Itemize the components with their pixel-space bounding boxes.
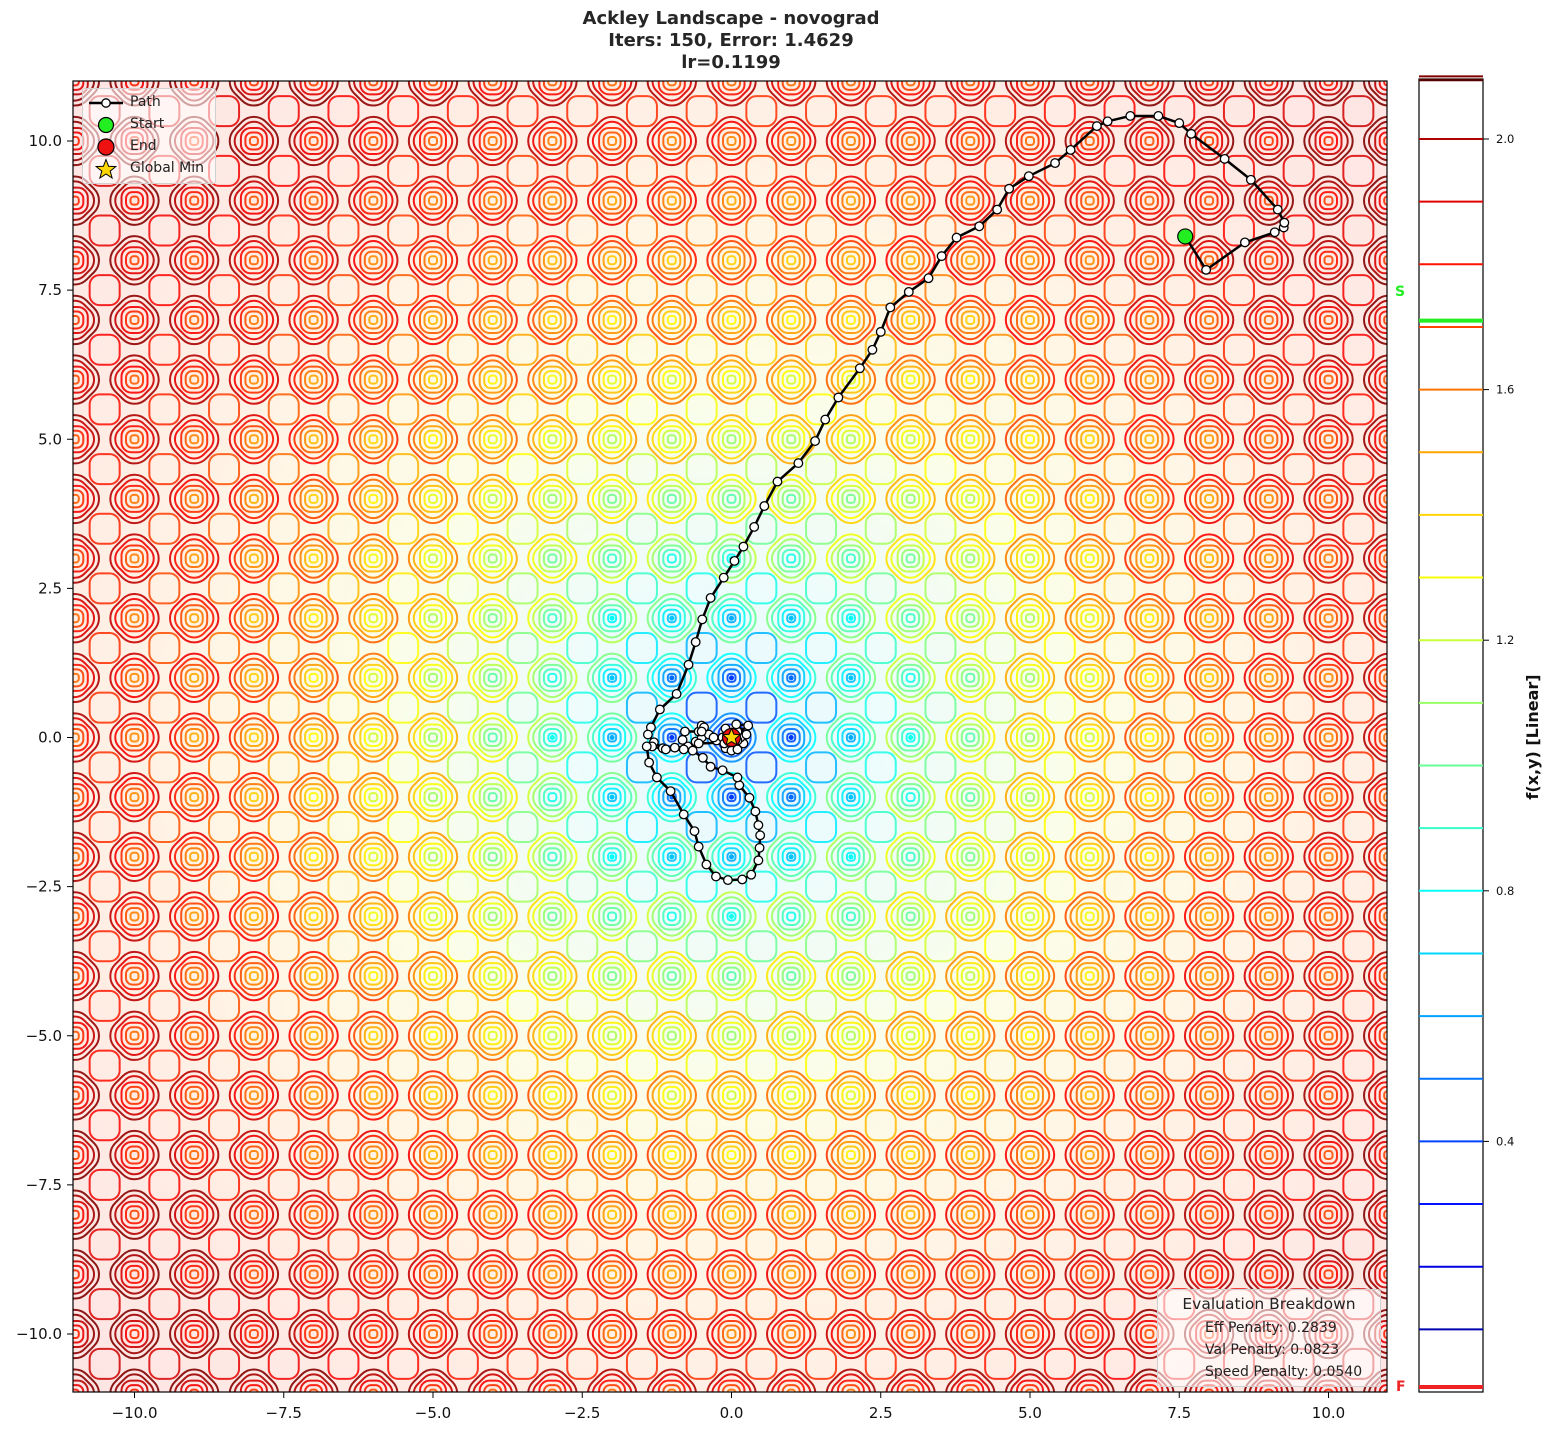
val-penalty: Val Penalty: 0.0823 [1205,1342,1340,1358]
red-circle-icon [97,138,115,156]
y-axis: −10.0 −7.5 −5.0 −2.5 0.0 2.5 5.0 7.5 10.0 [16,132,73,1343]
eff-penalty: Eff Penalty: 0.2839 [1205,1320,1337,1336]
green-circle-icon [97,116,115,134]
svg-text:−5.0: −5.0 [26,1027,62,1045]
svg-text:−10.0: −10.0 [16,1325,62,1343]
legend-item-start: Start [83,114,215,136]
svg-text:−2.5: −2.5 [26,878,62,896]
legend: Path Start End Global Min [82,88,216,184]
optimizer-path [641,110,1290,886]
svg-text:5.0: 5.0 [1018,1404,1042,1422]
legend-item-global-min: Global Min [83,158,215,180]
svg-text:2.5: 2.5 [38,579,62,597]
svg-text:0.8: 0.8 [1496,884,1514,898]
svg-text:−5.0: −5.0 [415,1404,451,1422]
speed-penalty: Speed Penalty: 0.0540 [1205,1364,1363,1380]
path-line-icon [89,98,123,108]
x-axis: −10.0 −7.5 −5.0 −2.5 0.0 2.5 5.0 7.5 10.0 [112,1392,1345,1422]
title-line-1: Ackley Landscape - novograd [582,8,880,29]
svg-text:7.5: 7.5 [1167,1404,1191,1422]
svg-text:10.0: 10.0 [29,132,62,150]
svg-text:2.0: 2.0 [1496,132,1514,146]
legend-item-path: Path [83,92,215,114]
plot-area [72,80,1388,1393]
svg-text:7.5: 7.5 [38,281,62,299]
svg-text:0.0: 0.0 [720,1404,744,1422]
svg-text:1.6: 1.6 [1496,383,1514,397]
chart-title: Ackley Landscape - novograd Iters: 150, … [0,8,1462,74]
svg-text:10.0: 10.0 [1312,1404,1345,1422]
svg-text:−2.5: −2.5 [564,1404,600,1422]
svg-text:−10.0: −10.0 [112,1404,158,1422]
star-icon [94,158,118,180]
title-line-3: lr=0.1199 [681,52,781,73]
colorbar: 0.4 0.8 1.2 1.6 2.0 f(x,y) [Linear] [1418,75,1542,1393]
svg-text:0.0: 0.0 [38,729,62,747]
legend-item-end: End [83,136,215,158]
colorbar-label: f(x,y) [Linear] [1523,674,1542,799]
colorbar-start-marker: S [1395,284,1406,300]
svg-text:1.2: 1.2 [1496,633,1514,647]
svg-text:−7.5: −7.5 [26,1176,62,1194]
svg-text:0.4: 0.4 [1496,1134,1514,1148]
evaluation-breakdown-box: Evaluation Breakdown Eff Penalty: 0.2839… [1157,1289,1381,1387]
title-line-2: Iters: 150, Error: 1.4629 [608,30,854,51]
svg-text:−7.5: −7.5 [266,1404,302,1422]
evaluation-title: Evaluation Breakdown [1182,1295,1356,1313]
colorbar-final-marker: F [1396,1379,1406,1395]
svg-text:2.5: 2.5 [869,1404,893,1422]
svg-text:5.0: 5.0 [38,430,62,448]
